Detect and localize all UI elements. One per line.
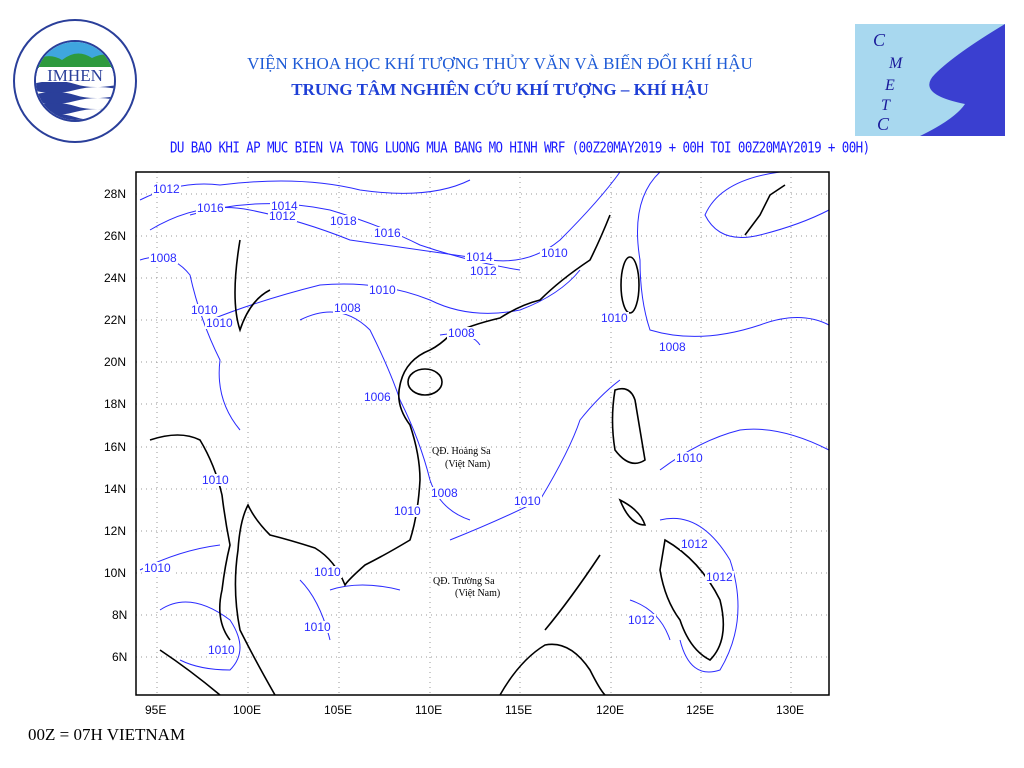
lat-tick: 26N xyxy=(104,229,127,243)
svg-text:M: M xyxy=(888,55,904,72)
lat-tick: 6N xyxy=(112,650,128,664)
contour-label: 1010 xyxy=(143,561,172,575)
lon-tick: 125E xyxy=(686,703,715,717)
imhen-logo: IMHEN xyxy=(12,18,138,144)
contour-label: 1008 xyxy=(447,326,476,340)
svg-text:T: T xyxy=(881,97,891,114)
institute-title: VIỆN KHOA HỌC KHÍ TƯỢNG THỦY VĂN VÀ BIẾN… xyxy=(247,54,753,73)
contour-label: 1010 xyxy=(207,643,236,657)
contour-label: 1010 xyxy=(540,246,569,260)
contour-label: 1010 xyxy=(675,451,704,465)
contour-label: 1010 xyxy=(313,565,342,579)
contour-label: 1016 xyxy=(373,226,402,240)
contour-label: 1012 xyxy=(152,182,181,196)
hoang-sa-country: (Việt Nam) xyxy=(445,459,491,470)
lon-tick: 110E xyxy=(415,703,443,717)
hoang-sa-name: QĐ. Hoàng Sa xyxy=(432,446,491,457)
forecast-subtitle: DU BAO KHI AP MUC BIEN VA TONG LUONG MUA… xyxy=(170,138,870,156)
lon-tick: 130E xyxy=(776,703,805,717)
contour-label: 1012 xyxy=(268,209,297,223)
svg-text:E: E xyxy=(884,77,895,94)
contour-label: 1014 xyxy=(270,199,299,213)
timezone-note: 00Z = 07H VIETNAM xyxy=(28,725,186,744)
contour-label: 1008 xyxy=(149,251,178,265)
contour-label: 1010 xyxy=(303,620,332,634)
lon-tick: 100E xyxy=(233,703,262,717)
contour-label: 1016 xyxy=(196,201,225,215)
lon-tick: 115E xyxy=(505,703,533,717)
contour-label: 1012 xyxy=(680,537,709,551)
contour-label: 1006 xyxy=(363,390,392,404)
lat-tick: 20N xyxy=(104,355,127,369)
lat-tick: 12N xyxy=(104,524,127,538)
lat-tick: 18N xyxy=(104,397,127,411)
lat-tick: 28N xyxy=(104,187,127,201)
lat-tick: 22N xyxy=(104,313,127,327)
contour-label: 1010 xyxy=(205,316,234,330)
lat-tick: 24N xyxy=(104,271,127,285)
lat-tick: 14N xyxy=(104,482,127,496)
svg-text:C: C xyxy=(873,30,886,50)
lon-tick: 120E xyxy=(596,703,625,717)
map-frame xyxy=(135,171,830,696)
contour-label: 1008 xyxy=(333,301,362,315)
contour-label: 1010 xyxy=(393,504,422,518)
contour-label: 1012 xyxy=(469,264,498,278)
contour-label: 1012 xyxy=(705,570,734,584)
truong-sa-name: QĐ. Trường Sa xyxy=(433,576,495,587)
cmetc-logo: C M E T C xyxy=(855,24,1005,136)
truong-sa-country: (Việt Nam) xyxy=(455,588,501,599)
lat-tick: 8N xyxy=(112,608,128,622)
imhen-logo-text: IMHEN xyxy=(47,66,103,85)
contour-label: 1010 xyxy=(600,311,629,325)
contour-label: 1008 xyxy=(430,486,459,500)
contour-label: 1010 xyxy=(201,473,230,487)
contour-label: 1014 xyxy=(465,250,494,264)
center-title: TRUNG TÂM NGHIÊN CỨU KHÍ TƯỢNG – KHÍ HẬU xyxy=(291,80,709,99)
contour-label: 1010 xyxy=(368,283,397,297)
contour-label: 1010 xyxy=(190,303,219,317)
contour-label: 1018 xyxy=(329,214,358,228)
lat-tick: 16N xyxy=(104,440,127,454)
contour-label: 1008 xyxy=(658,340,687,354)
svg-text:C: C xyxy=(877,114,890,134)
lon-tick: 105E xyxy=(324,703,353,717)
contour-label: 1010 xyxy=(513,494,542,508)
contour-label: 1012 xyxy=(627,613,656,627)
grid-lines xyxy=(136,172,829,695)
lat-tick: 10N xyxy=(104,566,127,580)
lon-tick: 95E xyxy=(145,703,167,717)
